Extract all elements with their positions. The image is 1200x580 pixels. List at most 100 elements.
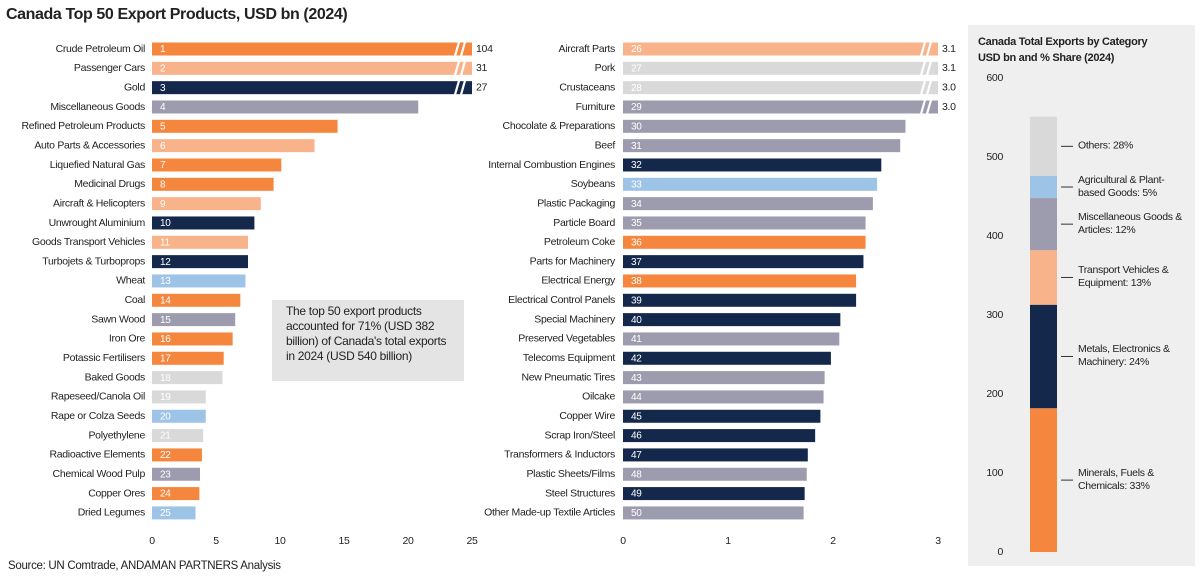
bar xyxy=(623,42,938,56)
axis-break xyxy=(925,41,933,57)
category-label: Beef xyxy=(595,139,616,151)
x-tick-label: 10 xyxy=(274,535,286,547)
panel-background xyxy=(968,25,1195,566)
bar xyxy=(152,119,338,133)
category-label: Furniture xyxy=(576,101,616,113)
rank-label: 11 xyxy=(160,237,171,248)
rank-label: 2 xyxy=(160,63,166,74)
rank-label: 8 xyxy=(160,179,166,190)
bar xyxy=(623,332,840,346)
axis-break xyxy=(919,80,927,95)
category-label: Goods Transport Vehicles xyxy=(32,236,145,248)
source: Source: UN Comtrade, ANDAMAN PARTNERS An… xyxy=(8,560,281,572)
bar-segment xyxy=(1030,408,1057,552)
bar xyxy=(152,506,196,520)
rank-label: 42 xyxy=(631,353,642,364)
category-label: Crustaceans xyxy=(559,81,615,93)
bar xyxy=(623,351,831,365)
bar xyxy=(623,235,866,249)
page-title: Canada Top 50 Export Products, USD bn (2… xyxy=(6,6,347,23)
annotation: The top 50 export products accounted for… xyxy=(286,304,447,363)
category-label: Soybeans xyxy=(571,178,615,190)
rank-label: 33 xyxy=(631,179,642,190)
category-label: Transformers & Inductors xyxy=(504,449,615,461)
bar xyxy=(623,100,938,114)
bar xyxy=(623,409,821,423)
axis-break xyxy=(453,41,461,57)
rank-label: 48 xyxy=(631,469,642,480)
category-label: Telecoms Equipment xyxy=(523,352,615,364)
category-label: Pork xyxy=(595,62,616,74)
y-tick-label: 0 xyxy=(997,546,1003,558)
axis-break xyxy=(925,80,933,95)
category-label: Crude Petroleum Oil xyxy=(56,43,145,55)
bar xyxy=(152,487,200,501)
bar-segment xyxy=(1030,175,1057,199)
bar xyxy=(152,409,206,423)
chart-title: Canada Total Exports by Category xyxy=(978,36,1148,48)
category-label: Electrical Energy xyxy=(541,275,616,287)
rank-label: 13 xyxy=(160,276,171,287)
x-tick-label: 25 xyxy=(466,535,478,547)
category-label: Electrical Control Panels xyxy=(508,294,615,306)
legend-label: Miscellaneous Goods & Articles: 12% xyxy=(1078,211,1183,237)
bar xyxy=(152,235,248,249)
y-tick-label: 600 xyxy=(986,72,1003,84)
bar xyxy=(152,61,472,75)
axis-break xyxy=(459,61,467,76)
bar xyxy=(623,467,807,481)
axis-break xyxy=(459,41,467,57)
rank-label: 7 xyxy=(160,160,166,171)
category-label: Passenger Cars xyxy=(74,62,145,74)
category-label: Particle Board xyxy=(553,217,615,229)
bar xyxy=(152,158,282,172)
axis-break xyxy=(919,41,927,57)
category-label: Dried Legumes xyxy=(78,507,145,519)
value-label: 3.0 xyxy=(942,81,956,93)
category-label: Plastic Packaging xyxy=(537,197,615,209)
category-label: Medicinal Drugs xyxy=(74,178,145,190)
legend-label: Metals, Electronics & Machinery: 24% xyxy=(1078,343,1170,369)
category-label: Potassic Fertilisers xyxy=(63,352,145,364)
bar xyxy=(623,274,857,288)
category-label: Liquefied Natural Gas xyxy=(50,159,145,171)
legend-label: Others: 28% xyxy=(1078,139,1134,152)
bar xyxy=(623,371,825,385)
category-label: Internal Combustion Engines xyxy=(488,159,615,171)
bar xyxy=(623,390,824,404)
x-tick-label: 1 xyxy=(725,535,731,547)
category-label: Parts for Machinery xyxy=(530,255,616,267)
x-tick-label: 3 xyxy=(935,535,941,547)
bar xyxy=(152,429,204,443)
rank-label: 27 xyxy=(631,63,642,74)
rank-label: 20 xyxy=(160,411,171,422)
bar xyxy=(152,351,224,365)
category-label: Preserved Vegetables xyxy=(518,333,615,345)
bar xyxy=(152,332,233,346)
category-label: Plastic Sheets/Films xyxy=(526,468,615,480)
rank-label: 43 xyxy=(631,373,642,384)
category-label: Polyethylene xyxy=(88,429,145,441)
rank-label: 49 xyxy=(631,489,642,500)
rank-label: 45 xyxy=(631,411,642,422)
rank-label: 25 xyxy=(160,508,171,519)
y-tick-label: 200 xyxy=(986,388,1003,400)
bar xyxy=(152,467,200,481)
category-label: Copper Wire xyxy=(559,410,615,422)
rank-label: 38 xyxy=(631,276,642,287)
rank-label: 31 xyxy=(631,141,642,152)
bar xyxy=(152,255,248,269)
bar xyxy=(623,177,878,191)
category-label: New Pneumatic Tires xyxy=(521,371,615,383)
bar xyxy=(152,313,236,327)
axis-break xyxy=(459,80,467,95)
value-label: 3.0 xyxy=(942,101,956,113)
bar xyxy=(152,139,315,153)
bar xyxy=(623,313,841,327)
rank-label: 16 xyxy=(160,334,171,345)
rank-label: 26 xyxy=(631,44,642,55)
legend-label: Minerals, Fuels & Chemicals: 33% xyxy=(1078,467,1155,493)
value-label: 3.1 xyxy=(942,43,956,55)
